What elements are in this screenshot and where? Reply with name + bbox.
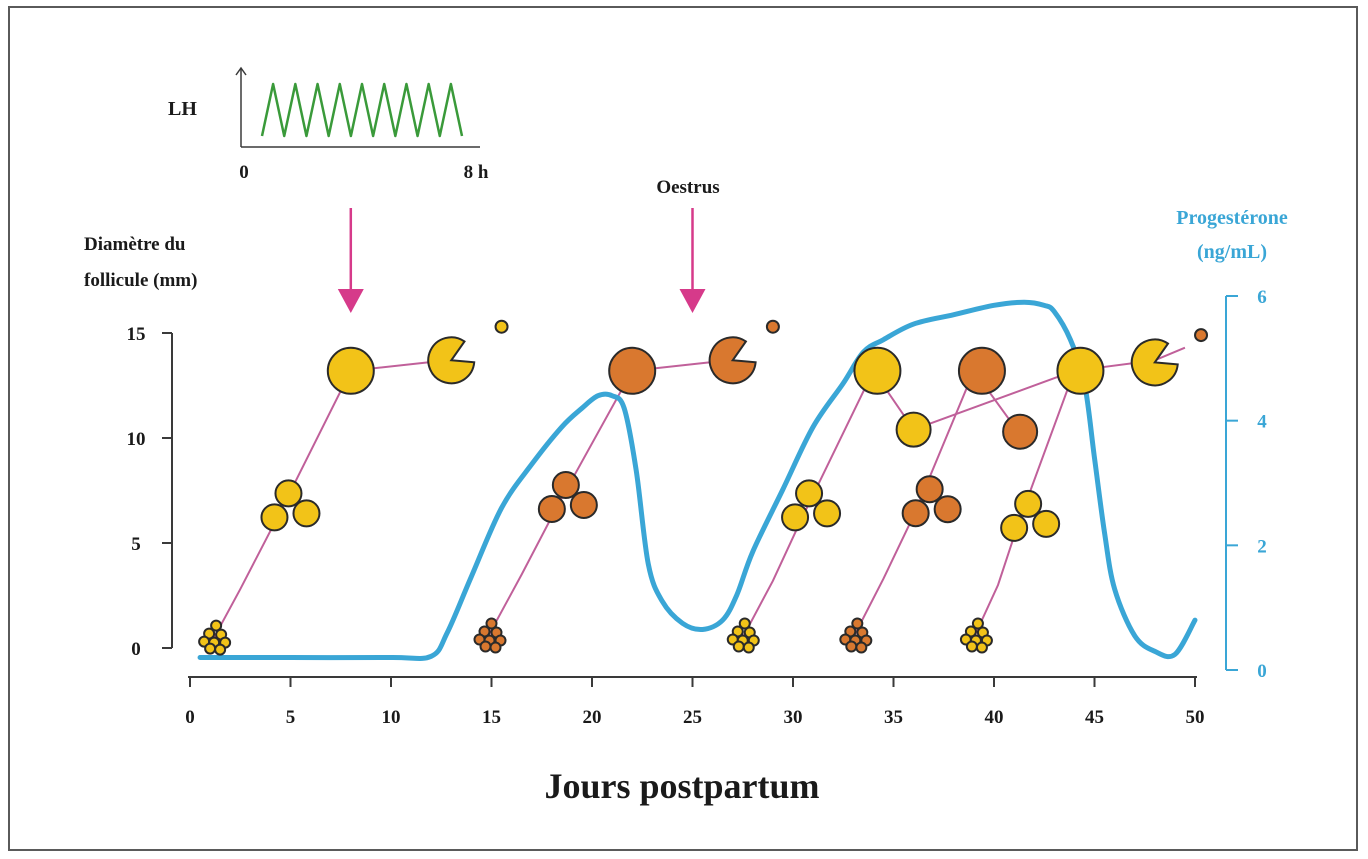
lh-inset-x-end: 8 h — [464, 162, 489, 183]
recruited-follicle — [795, 479, 824, 508]
follicle-pool — [855, 641, 868, 654]
right-y-tick-label: 4 — [1257, 412, 1267, 433]
follicle-wave5-line — [972, 370, 1076, 638]
follicle-pool — [485, 617, 498, 630]
x-tick-label: 5 — [286, 707, 296, 728]
left-y-tick-label: 0 — [131, 639, 141, 660]
progesterone-line — [197, 299, 1198, 661]
right-y-tick-label: 2 — [1257, 536, 1267, 557]
x-tick-label: 15 — [482, 707, 501, 728]
right-axis-title-line2: (ng/mL) — [1197, 241, 1267, 263]
subordinate-follicle — [1002, 413, 1039, 450]
lh-pulse-line — [260, 82, 464, 138]
recruited-follicle — [1000, 513, 1029, 542]
follicle-pool — [965, 640, 978, 653]
recruited-follicle — [260, 503, 289, 532]
follicle-pool — [210, 619, 223, 632]
follicle-pool — [845, 640, 858, 653]
follicle-pool — [732, 640, 745, 653]
x-tick-label: 40 — [985, 707, 1004, 728]
x-tick-label: 30 — [784, 707, 803, 728]
left-y-tick-label: 15 — [127, 324, 146, 345]
dominant-follicle — [853, 346, 902, 395]
lh-inset — [235, 66, 480, 148]
recruited-follicle — [915, 475, 944, 504]
follicle-pool — [975, 641, 988, 654]
follicle-pool — [971, 617, 984, 630]
recruited-follicle — [569, 491, 598, 519]
follicle-pool — [204, 642, 217, 655]
regressing-follicle — [1130, 338, 1179, 387]
x-axis-title: Jours postpartum — [544, 766, 819, 806]
dominant-follicle — [608, 346, 657, 395]
axes: 0 5 10 15 20 25 30 35 40 45 50 0 5 10 15 0 2 4 6 — [127, 208, 1267, 728]
recruited-follicle — [781, 503, 810, 532]
x-tick-label: 10 — [382, 707, 401, 728]
small-follicle — [765, 319, 780, 334]
x-tick-label: 50 — [1186, 707, 1205, 728]
recruited-follicle — [933, 495, 962, 524]
dominant-follicle — [326, 346, 375, 395]
inset-y-axis-arrow — [235, 66, 247, 76]
follicles-layer — [198, 319, 1209, 656]
recruited-follicle — [1014, 489, 1043, 518]
regressing-follicle — [427, 336, 476, 385]
left-axis-title-line2: follicule (mm) — [84, 270, 197, 291]
event-arrow-head — [679, 289, 706, 313]
lh-inset-x-start: 0 — [239, 162, 249, 183]
follicle-wave1-line — [213, 359, 448, 638]
follicle-wave2-line — [486, 359, 729, 638]
labels-layer: Diamètre du follicule (mm) Progestérone … — [84, 98, 1288, 806]
recruited-follicle — [813, 499, 842, 528]
follicle-pool — [742, 641, 755, 654]
right-y-tick-label: 6 — [1257, 287, 1267, 308]
recruited-follicle — [551, 471, 580, 499]
dominant-follicle — [1056, 346, 1105, 395]
recruited-follicle — [274, 479, 303, 508]
recruited-follicle — [1032, 509, 1061, 538]
recruited-follicle — [537, 495, 566, 523]
x-tick-label: 45 — [1085, 707, 1104, 728]
dominant-follicle — [957, 346, 1006, 395]
small-follicle — [1194, 328, 1209, 343]
regressing-follicle — [708, 336, 757, 385]
x-tick-label: 20 — [583, 707, 602, 728]
x-tick-label: 35 — [884, 707, 903, 728]
follicle-pool — [479, 640, 492, 653]
left-y-tick-label: 5 — [131, 534, 141, 555]
right-axis-title-line1: Progestérone — [1176, 207, 1288, 229]
right-y-tick-label: 0 — [1257, 661, 1267, 682]
oestrus-label: Oestrus — [656, 177, 719, 198]
left-axis-title-line1: Diamètre du — [84, 234, 186, 255]
follicle-pool — [851, 617, 864, 630]
lh-inset-label: LH — [168, 98, 197, 120]
follicle-pool — [214, 643, 227, 656]
recruited-follicle — [901, 499, 930, 528]
x-tick-label: 25 — [683, 707, 702, 728]
small-follicle — [494, 319, 509, 334]
follicle-pool — [489, 641, 502, 654]
x-tick-label: 0 — [185, 707, 195, 728]
subordinate-follicle — [895, 411, 932, 448]
recruited-follicle — [292, 499, 321, 528]
figure-frame — [8, 6, 1358, 851]
event-arrow-head — [337, 289, 364, 313]
follicle-pool — [738, 617, 751, 630]
left-y-tick-label: 10 — [127, 429, 146, 450]
